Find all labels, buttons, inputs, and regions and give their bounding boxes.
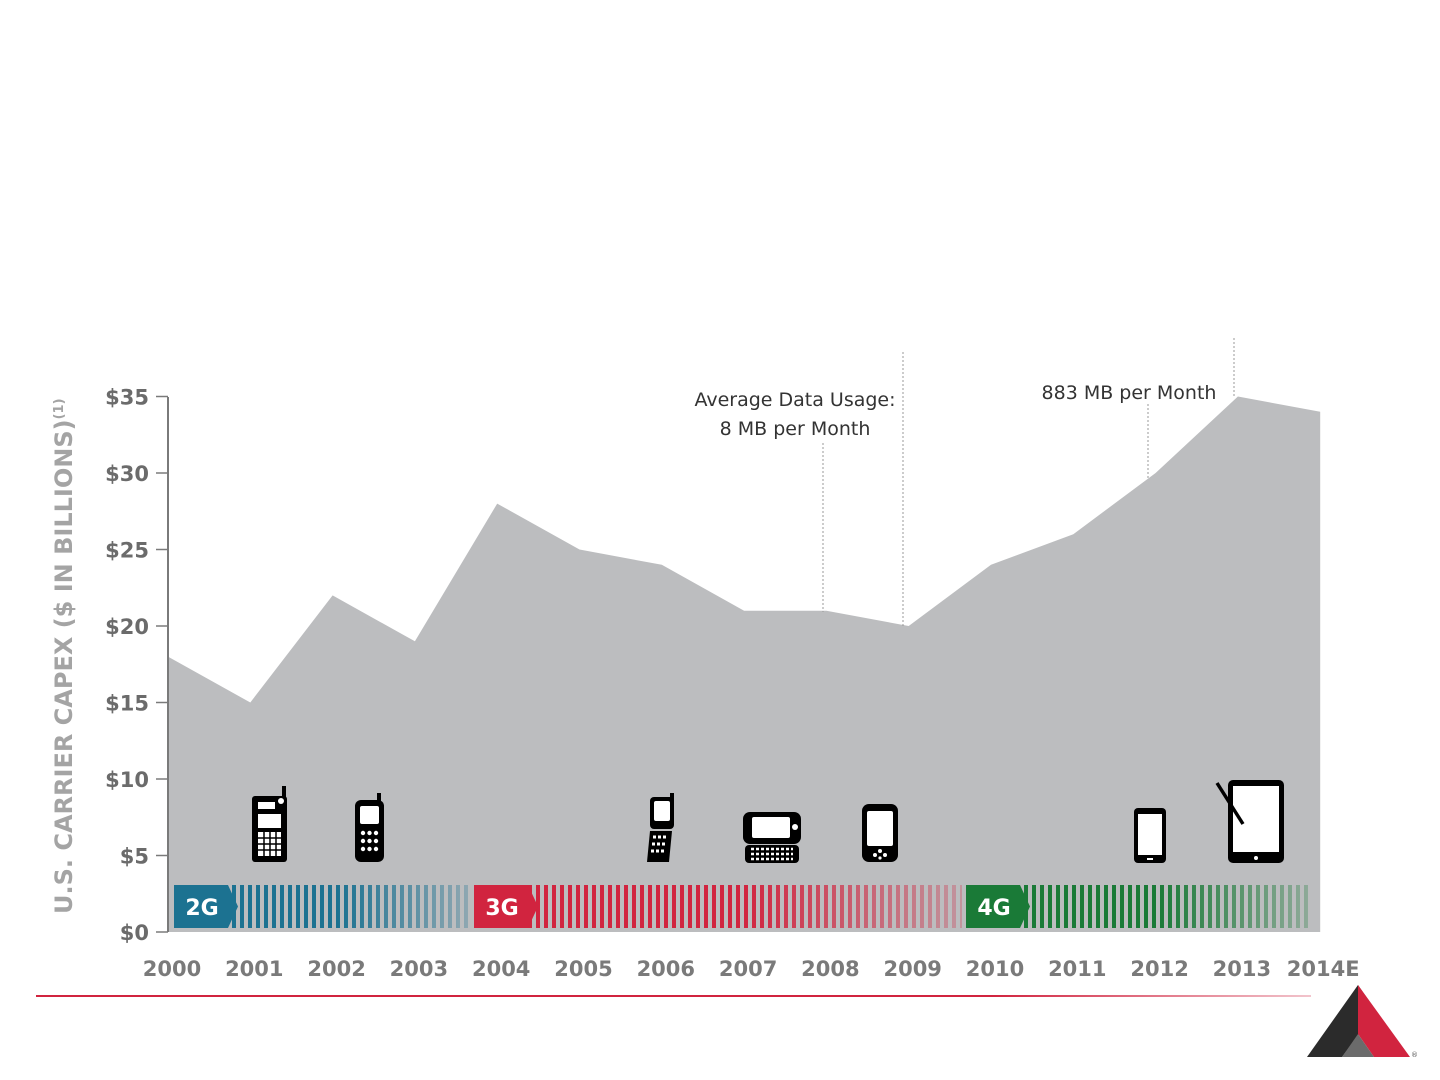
y-tick-label: $30	[105, 462, 149, 486]
y-axis-label-superscript: (1)	[52, 398, 67, 419]
company-logo-icon: ®	[1307, 985, 1418, 1059]
annotation-average-data-usage: Average Data Usage:	[694, 389, 895, 411]
x-tick-label: 2002	[307, 957, 365, 981]
x-ticks: 2000 2001 2002 2003 2004 2005 2006 2007 2008 2009…	[143, 957, 1360, 981]
touch-smartphone-icon	[862, 804, 898, 862]
era-label-2g: 2G	[185, 896, 218, 921]
era-label-3g: 3G	[485, 896, 518, 921]
x-tick-label: 2004	[472, 957, 530, 981]
era-label-4g: 4G	[977, 896, 1010, 921]
y-tick-label: $20	[105, 615, 149, 639]
y-tick-label: $25	[105, 539, 149, 563]
x-tick-label: 2010	[966, 957, 1024, 981]
x-tick-label: 2006	[637, 957, 695, 981]
y-tick-label: $0	[120, 921, 149, 945]
tablet-stylus-icon	[1215, 780, 1284, 863]
candybar-phone-icon	[355, 793, 384, 862]
x-tick-label: 2011	[1048, 957, 1106, 981]
era-band-3g: 3G	[474, 885, 962, 928]
x-tick-label: 2005	[554, 957, 612, 981]
logo-registered-mark: ®	[1411, 1051, 1418, 1059]
y-tick-label: $5	[120, 845, 149, 869]
x-tick-label: 2000	[143, 957, 201, 981]
footer-rule	[36, 995, 1311, 997]
x-tick-label: 2003	[390, 957, 448, 981]
annotation-8mb-per-month: 8 MB per Month	[720, 418, 871, 440]
x-tick-label: 2008	[801, 957, 859, 981]
y-ticks: $0 $5 $10 $15 $20 $25 $30 $35	[105, 386, 168, 945]
y-axis-label: U.S. CARRIER CAPEX ($ IN BILLIONS)(1)	[50, 398, 78, 914]
flip-phone-icon	[647, 793, 674, 862]
y-tick-label: $15	[105, 692, 149, 716]
capex-area	[168, 396, 1321, 932]
era-band-2g: 2G	[174, 885, 472, 928]
x-tick-label: 2001	[225, 957, 283, 981]
antenna-phone-icon	[252, 786, 287, 862]
annotation-883mb-per-month: 883 MB per Month	[1042, 382, 1217, 404]
slider-qwerty-phone-icon	[743, 812, 801, 863]
smartphone-icon	[1134, 808, 1166, 863]
y-tick-label: $10	[105, 768, 149, 792]
x-tick-label: 2007	[719, 957, 777, 981]
x-tick-label: 2013	[1213, 957, 1271, 981]
era-band-4g: 4G	[966, 885, 1312, 928]
y-tick-label: $35	[105, 386, 149, 410]
x-tick-label: 2009	[883, 957, 941, 981]
x-tick-label: 2012	[1130, 957, 1188, 981]
x-tick-label: 2014E	[1287, 957, 1360, 981]
